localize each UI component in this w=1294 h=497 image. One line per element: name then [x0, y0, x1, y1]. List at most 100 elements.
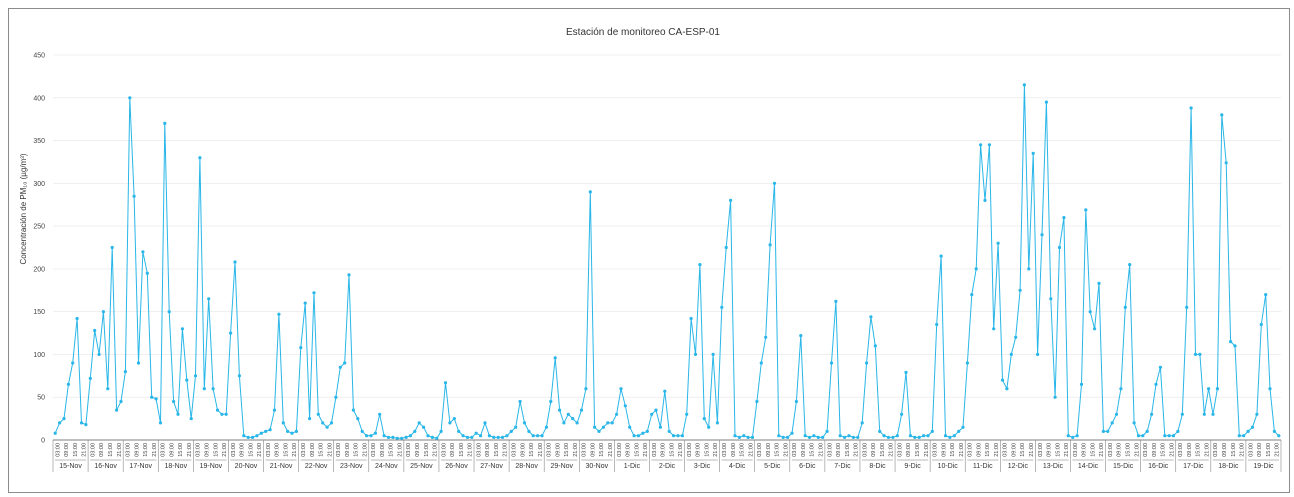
hour-tick-label: 09:00 [1187, 443, 1193, 457]
data-point [1145, 429, 1149, 433]
data-point [698, 263, 702, 267]
data-point [272, 408, 277, 412]
data-point [790, 431, 794, 435]
data-point [84, 423, 88, 427]
data-point [211, 387, 215, 391]
data-point [838, 434, 842, 438]
data-point [145, 271, 149, 275]
data-point [1246, 429, 1250, 433]
data-point [1000, 378, 1005, 382]
data-point [1031, 151, 1035, 155]
hour-tick-label: 21:00 [924, 443, 930, 457]
data-point [952, 434, 956, 438]
data-point [851, 435, 856, 439]
hour-tick-label: 15:00 [143, 443, 149, 457]
data-point [996, 241, 1000, 245]
data-point [509, 429, 513, 433]
data-point [676, 434, 680, 438]
data-point [229, 331, 233, 335]
hour-tick-label: 15:00 [1266, 443, 1272, 457]
data-point [1189, 106, 1193, 110]
hour-tick-label: 03:00 [406, 443, 412, 457]
data-point [597, 429, 601, 433]
hour-tick-label: 21:00 [538, 443, 544, 457]
data-point [1084, 208, 1088, 212]
data-point [1185, 305, 1189, 309]
day-label: 12-Dic [1008, 463, 1029, 470]
data-point [869, 315, 873, 319]
data-point [1114, 412, 1119, 416]
hour-tick-label: 09:00 [836, 443, 842, 457]
hour-tick-label: 15:00 [248, 443, 254, 457]
hour-tick-label: 03:00 [862, 443, 868, 457]
data-point [237, 374, 241, 378]
data-point [948, 435, 952, 439]
hour-tick-label: 09:00 [345, 443, 351, 457]
data-point [1198, 352, 1202, 356]
data-point [768, 243, 772, 247]
hour-tick-label: 15:00 [494, 443, 500, 457]
hour-tick-label: 03:00 [968, 443, 974, 457]
data-point [299, 346, 303, 350]
day-label: 14-Dic [1078, 463, 1099, 470]
data-point [1154, 382, 1158, 386]
hour-tick-label: 15:00 [599, 443, 605, 457]
data-point [417, 421, 421, 425]
data-point [615, 412, 619, 416]
hour-tick-label: 21:00 [994, 443, 1000, 457]
y-tick-labels: 0 50 100 150 200 250 300 350 400 450 [33, 53, 45, 445]
data-point [1250, 425, 1255, 429]
hour-tick-label: 03:00 [126, 443, 132, 457]
hour-tick-label: 15:00 [740, 443, 746, 457]
hour-tick-label: 03:00 [441, 443, 447, 457]
data-point [443, 381, 448, 385]
data-point [979, 143, 983, 147]
hour-tick-label: 03:00 [547, 443, 553, 457]
day-label: 25-Nov [410, 463, 433, 470]
data-point [1075, 434, 1079, 438]
hour-tick-label: 15:00 [1196, 443, 1202, 457]
data-point [970, 293, 974, 297]
data-point [943, 434, 948, 438]
data-point [369, 434, 373, 438]
data-point [71, 361, 75, 365]
hour-tick-label: 21:00 [819, 443, 825, 457]
day-label: 18-Dic [1218, 463, 1239, 470]
data-point [1119, 387, 1123, 391]
data-point [764, 335, 768, 339]
hour-tick-label: 21:00 [1204, 443, 1210, 457]
day-label: 28-Nov [515, 463, 538, 470]
hour-tick-label: 15:00 [1161, 443, 1167, 457]
hour-tick-label: 21:00 [362, 443, 368, 457]
hour-tick-label: 21:00 [82, 443, 88, 457]
data-point [1022, 83, 1026, 87]
data-point [987, 143, 992, 147]
data-point [220, 412, 224, 416]
data-point [619, 387, 623, 391]
data-point [106, 387, 110, 391]
data-point [856, 435, 860, 439]
hour-tick-label: 21:00 [678, 443, 684, 457]
data-point [1123, 305, 1127, 309]
data-point [224, 412, 228, 416]
data-point [66, 382, 70, 386]
data-point [610, 421, 614, 425]
data-point [786, 435, 790, 439]
data-point [1093, 327, 1097, 331]
data-point [422, 425, 426, 429]
data-point [636, 434, 641, 438]
data-point [1132, 421, 1136, 425]
data-point [566, 412, 570, 416]
day-label: 18-Nov [165, 463, 188, 470]
hour-tick-label: 09:00 [871, 443, 877, 457]
data-point [185, 378, 189, 382]
data-point [141, 250, 145, 254]
data-point [158, 421, 163, 425]
data-point [75, 316, 79, 321]
data-point [860, 421, 864, 425]
data-point [1049, 297, 1053, 301]
data-point [1110, 421, 1114, 425]
data-point [672, 434, 676, 438]
data-point [584, 387, 588, 391]
